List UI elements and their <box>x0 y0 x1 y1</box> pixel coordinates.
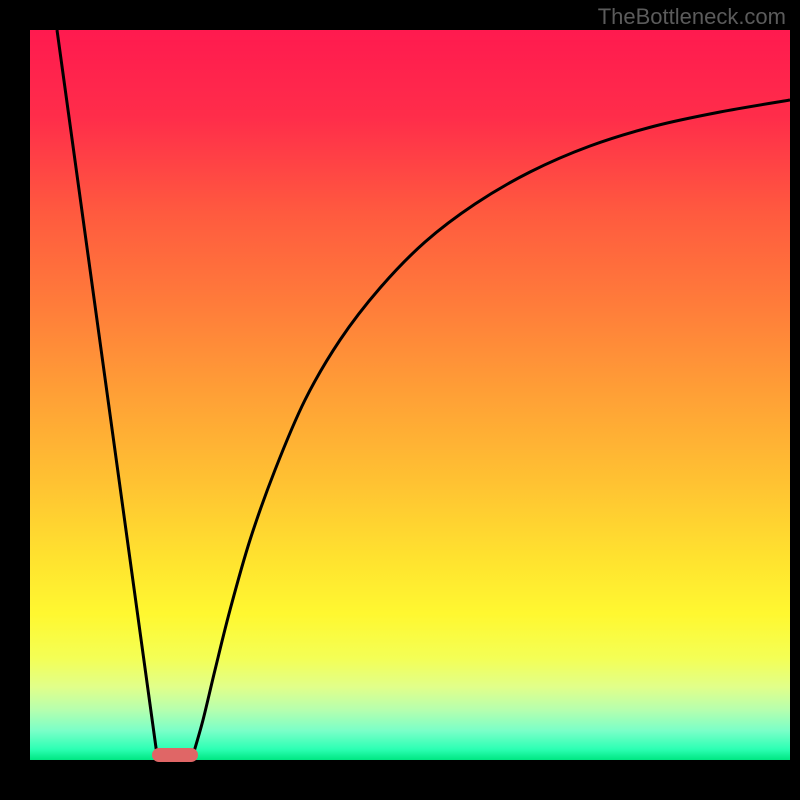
watermark-text: TheBottleneck.com <box>598 4 786 30</box>
minimum-marker <box>152 748 198 762</box>
right-curve <box>193 100 790 755</box>
curve-layer <box>30 30 790 760</box>
chart-container: TheBottleneck.com <box>0 0 800 800</box>
plot-area <box>30 30 790 760</box>
left-line <box>57 30 157 755</box>
